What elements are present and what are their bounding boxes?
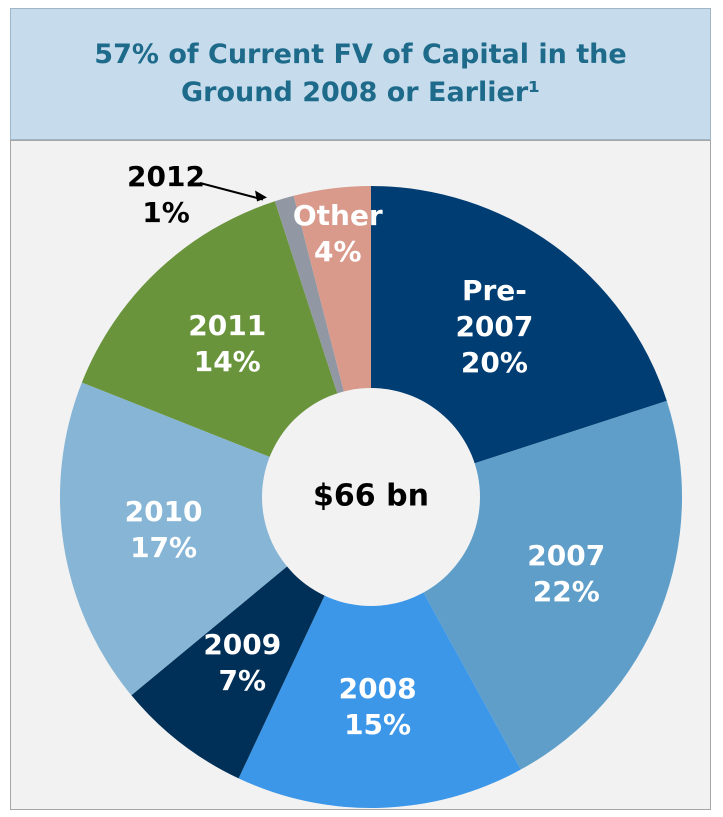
- header: 57% of Current FV of Capital in the Grou…: [10, 8, 711, 140]
- category-label: Other: [292, 199, 383, 233]
- category-label: 2012: [127, 160, 205, 193]
- category-label: 2009: [203, 627, 282, 661]
- slice-label: 2009 7%: [203, 627, 281, 699]
- value-label: 4%: [314, 235, 362, 269]
- slice: [60, 382, 371, 696]
- slice-label: 2011 14%: [188, 308, 266, 380]
- value-label: 15%: [344, 707, 412, 741]
- slice-label: Other 4%: [293, 198, 383, 270]
- category-label: 2008: [338, 671, 417, 705]
- value-label: 22%: [532, 575, 600, 609]
- value-label: 1%: [142, 196, 190, 229]
- slice-label: 2007 22%: [527, 538, 605, 610]
- leader-line: [199, 182, 264, 201]
- category-label: Pre-2007: [455, 274, 534, 344]
- slice-label: 2012 1%: [127, 159, 205, 231]
- value-label: 17%: [130, 530, 198, 564]
- value-label: 7%: [218, 663, 267, 697]
- value-label: 20%: [460, 346, 528, 380]
- center-label: $66 bn: [313, 479, 429, 514]
- slice-label: 2008 15%: [339, 671, 417, 743]
- chart-title: 57% of Current FV of Capital in the Grou…: [94, 39, 627, 108]
- category-label: 2011: [188, 308, 267, 342]
- slice: [238, 497, 521, 808]
- category-label: 2007: [527, 539, 606, 573]
- leader-arrow: [255, 190, 268, 202]
- value-label: 14%: [193, 344, 261, 378]
- slice-label: Pre-2007 20%: [444, 273, 544, 381]
- slice-label: 2010 17%: [125, 494, 203, 566]
- donut-hole: [262, 388, 480, 606]
- category-label: 2010: [124, 494, 203, 528]
